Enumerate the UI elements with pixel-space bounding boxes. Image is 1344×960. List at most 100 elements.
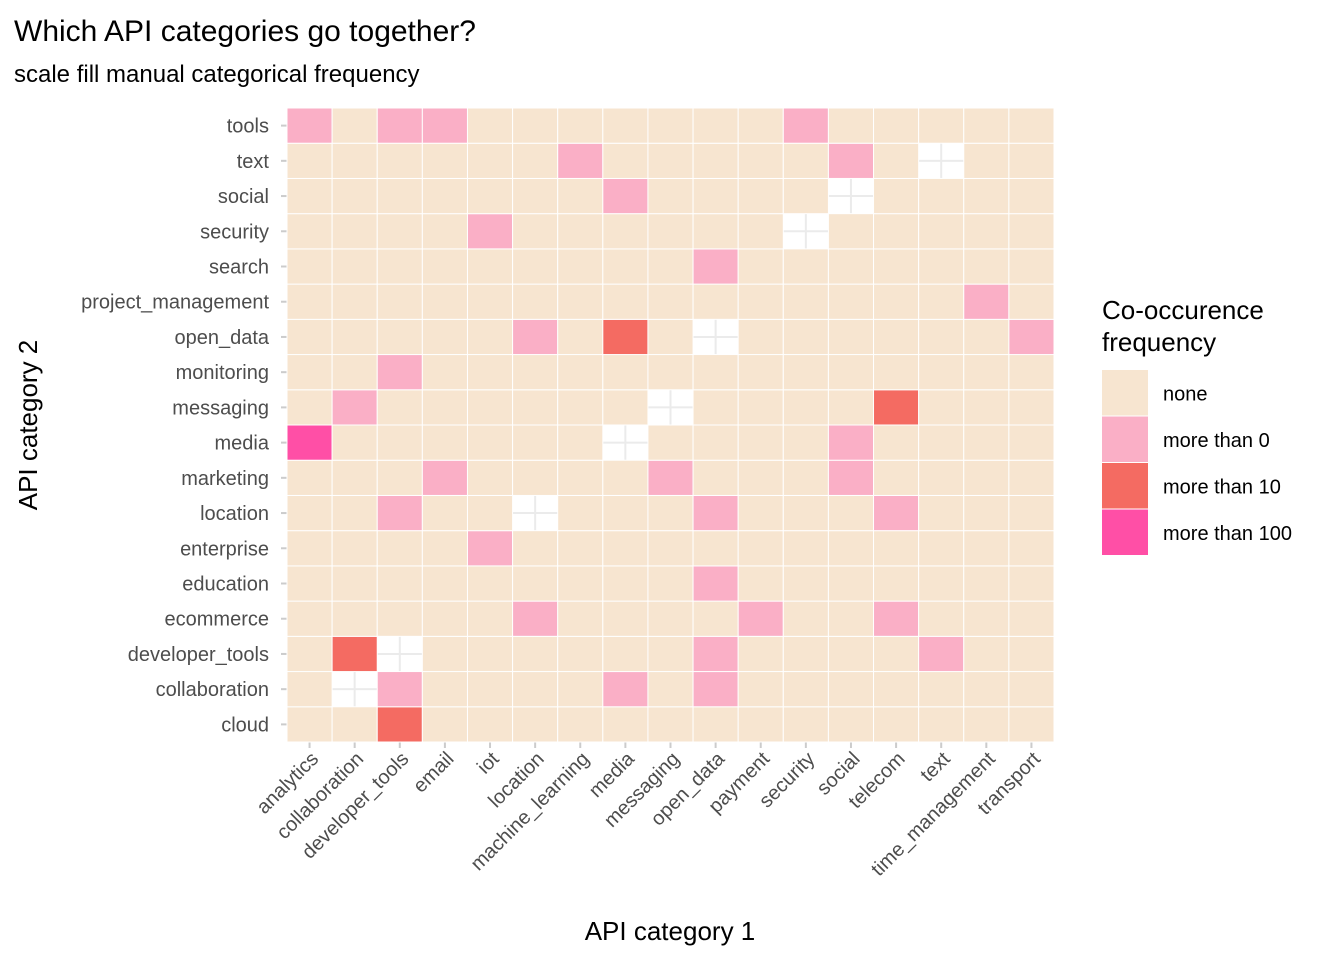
heatmap-cell	[1008, 283, 1055, 320]
heatmap-cell	[466, 354, 514, 391]
heatmap-cell	[918, 494, 965, 532]
heatmap-cell	[421, 177, 468, 215]
heatmap-cell	[286, 494, 333, 532]
heatmap-cell	[376, 706, 423, 743]
heatmap-cell	[466, 107, 514, 144]
axis-ticks	[281, 124, 1033, 748]
heatmap-cell	[737, 213, 784, 250]
heatmap-cell	[331, 459, 378, 496]
y-tick-label: security	[200, 221, 269, 243]
heatmap-cell	[376, 177, 423, 215]
heatmap-cell	[421, 706, 468, 743]
heatmap-cell	[827, 635, 875, 673]
heatmap-cell	[557, 389, 604, 426]
heatmap-cell	[286, 283, 333, 320]
heatmap-cell	[827, 283, 875, 320]
heatmap-cell	[557, 354, 604, 391]
heatmap-cell	[963, 354, 1010, 391]
heatmap-cell	[647, 565, 694, 602]
heatmap-cell	[873, 530, 920, 567]
heatmap-cell	[331, 142, 378, 179]
heatmap-cell	[286, 248, 333, 285]
heatmap-cell	[647, 530, 694, 567]
heatmap-cell	[1008, 706, 1055, 743]
heatmap-cell	[918, 635, 965, 673]
heatmap-cell	[782, 318, 829, 356]
y-tick-label: monitoring	[176, 362, 269, 384]
heatmap-cell	[286, 600, 333, 637]
heatmap-cell	[1008, 635, 1055, 673]
heatmap-cell	[1008, 565, 1055, 602]
heatmap-cell	[331, 565, 378, 602]
heatmap-cell	[963, 706, 1010, 743]
heatmap-cell	[737, 565, 784, 602]
heatmap-cell	[331, 600, 378, 637]
heatmap-cell	[557, 248, 604, 285]
heatmap-cell	[963, 177, 1010, 215]
heatmap-cell	[647, 424, 694, 461]
heatmap-cell	[963, 635, 1010, 673]
legend-title-line-1: Co-occurence	[1102, 295, 1264, 325]
heatmap-cell	[827, 213, 875, 250]
heatmap-cell	[286, 565, 333, 602]
legend-label: more than 0	[1163, 430, 1270, 452]
heatmap-cell	[873, 354, 920, 391]
heatmap-cell	[873, 142, 920, 179]
heatmap-cell	[376, 424, 423, 461]
heatmap-cell	[512, 424, 559, 461]
heatmap-cell	[873, 600, 920, 637]
heatmap-cell	[737, 283, 784, 320]
heatmap-cell	[331, 494, 378, 532]
heatmap-cell	[1008, 248, 1055, 285]
heatmap-cell	[602, 213, 649, 250]
heatmap-cell	[602, 635, 649, 673]
heatmap-cell	[331, 318, 378, 356]
heatmap-cell	[286, 671, 333, 708]
heatmap-cell	[602, 389, 649, 426]
heatmap-cell	[1008, 177, 1055, 215]
y-axis-title: API category 2	[13, 340, 43, 511]
y-tick-label: messaging	[172, 397, 269, 419]
heatmap-cell	[692, 424, 739, 461]
heatmap-cell	[692, 389, 739, 426]
heatmap-cell	[376, 600, 423, 637]
heatmap-cell	[331, 248, 378, 285]
heatmap-cell	[421, 600, 468, 637]
heatmap-cell	[421, 213, 468, 250]
heatmap-cell	[692, 635, 739, 673]
x-axis-tick-labels: analyticscollaborationdeveloper_toolsema…	[253, 747, 1046, 880]
heatmap-cell	[963, 494, 1010, 532]
heatmap-cell	[873, 283, 920, 320]
heatmap-cell	[421, 494, 468, 532]
heatmap-cell	[331, 213, 378, 250]
heatmap-cell	[692, 142, 739, 179]
heatmap-cell	[466, 706, 514, 743]
heatmap-cell	[421, 459, 468, 496]
legend: Co-occurence frequency none more than 0 mo…	[1102, 295, 1292, 555]
y-tick-label: project_management	[81, 292, 269, 314]
heatmap-cell	[286, 318, 333, 356]
heatmap-cell	[918, 459, 965, 496]
heatmap-cell	[918, 248, 965, 285]
heatmap-cell	[331, 635, 378, 673]
heatmap-cell	[376, 565, 423, 602]
heatmap-cell	[1008, 354, 1055, 391]
heatmap-cell	[331, 107, 378, 144]
heatmap-cell	[376, 494, 423, 532]
heatmap-cell	[782, 600, 829, 637]
y-tick-label: text	[237, 151, 270, 173]
heatmap-cell	[918, 213, 965, 250]
heatmap-cell	[376, 283, 423, 320]
heatmap-cell	[557, 318, 604, 356]
heatmap-cell	[602, 706, 649, 743]
heatmap-cell	[963, 318, 1010, 356]
heatmap-cell	[466, 142, 514, 179]
heatmap-cell	[737, 706, 784, 743]
y-tick-label: location	[200, 503, 269, 525]
legend-key	[1102, 370, 1148, 416]
heatmap-cell	[737, 389, 784, 426]
heatmap-cell	[602, 671, 649, 708]
heatmap-cell	[1008, 459, 1055, 496]
heatmap-cell	[918, 177, 965, 215]
heatmap-cell	[376, 248, 423, 285]
